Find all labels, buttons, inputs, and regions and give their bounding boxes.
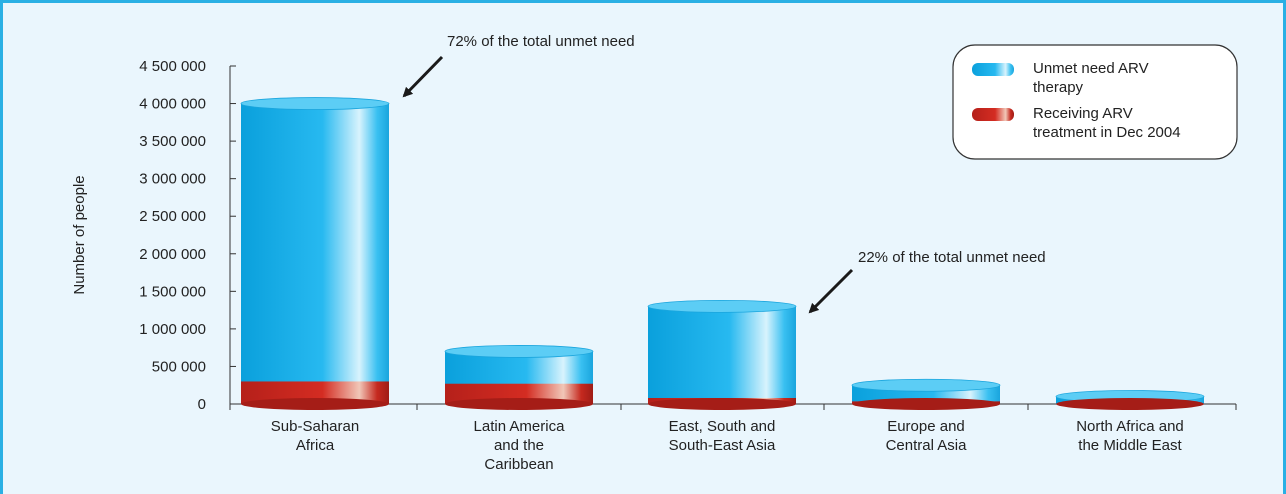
category-label: Latin America and the Caribbean: [474, 418, 566, 473]
y-tick-label: 4 500 000: [139, 58, 206, 75]
category-labels: Sub-Saharan Africa Latin America and the Car…: [271, 418, 1184, 473]
bar-base: [1056, 398, 1204, 410]
category-label-line: South-East Asia: [669, 437, 776, 454]
bar-base: [241, 398, 389, 410]
y-axis-label: Number of people: [71, 175, 88, 294]
legend-entry-line: Receiving ARV: [1033, 105, 1133, 122]
y-tick-label: 4 000 000: [139, 96, 206, 113]
legend-swatch: [972, 63, 1014, 76]
y-tick-label: 2 500 000: [139, 208, 206, 225]
category-label: Europe and Central Asia: [886, 418, 968, 454]
legend-entry-line: treatment in Dec 2004: [1033, 124, 1181, 141]
legend-entry-line: therapy: [1033, 79, 1084, 96]
bar-base: [648, 398, 796, 410]
bar-base: [852, 398, 1000, 410]
category-label-line: Latin America: [474, 418, 566, 435]
legend-entry-line: Unmet need ARV: [1033, 60, 1149, 77]
annotation-text: 22% of the total unmet need: [858, 249, 1046, 266]
category-label-line: Central Asia: [886, 437, 968, 454]
category-label: East, South and South-East Asia: [669, 418, 776, 454]
category-label-line: East, South and: [669, 418, 776, 435]
bar-top-unmet-need: [445, 345, 593, 357]
annotation-text: 72% of the total unmet need: [447, 33, 635, 50]
annotation-arrow: [404, 57, 442, 96]
legend-swatch: [972, 108, 1014, 121]
legend: Unmet need ARV therapy Receiving ARV treatm…: [953, 45, 1237, 159]
bar-top-unmet-need: [241, 98, 389, 110]
y-tick-label: 500 000: [152, 358, 206, 375]
category-label-line: Caribbean: [484, 456, 553, 473]
bar-top-unmet-need: [852, 379, 1000, 391]
annotation-arrow: [810, 270, 852, 312]
category-label-line: the Middle East: [1078, 437, 1182, 454]
y-tick-label: 3 000 000: [139, 171, 206, 188]
bar-top-unmet-need: [648, 300, 796, 312]
category-label: Sub-Saharan Africa: [271, 418, 359, 454]
category-label-line: Europe and: [887, 418, 965, 435]
y-tick-label: 0: [198, 396, 206, 413]
category-label-line: Sub-Saharan: [271, 418, 359, 435]
annotations: 72% of the total unmet need 22% of the to…: [404, 33, 1046, 312]
category-label: North Africa and the Middle East: [1076, 418, 1184, 454]
category-label-line: North Africa and: [1076, 418, 1184, 435]
bar-unmet-need: [241, 104, 389, 404]
category-label-line: Africa: [296, 437, 335, 454]
bar-base: [445, 398, 593, 410]
bar-unmet-need: [648, 306, 796, 404]
category-label-line: and the: [494, 437, 544, 454]
y-tick-label: 1 000 000: [139, 321, 206, 338]
y-tick-label: 3 500 000: [139, 133, 206, 150]
y-tick-label: 1 500 000: [139, 283, 206, 300]
y-tick-label: 2 000 000: [139, 246, 206, 263]
